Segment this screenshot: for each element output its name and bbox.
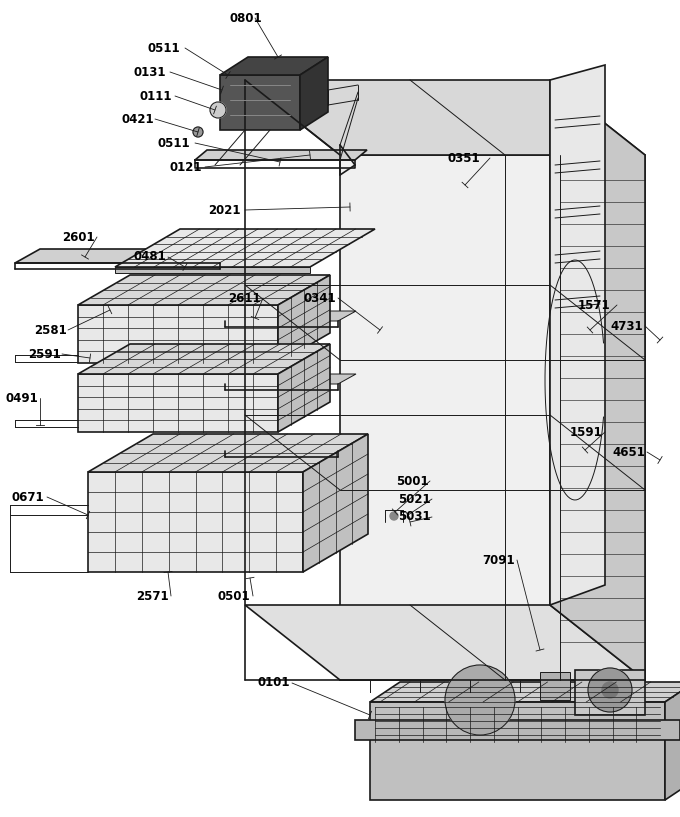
Polygon shape [225, 311, 356, 321]
Polygon shape [540, 672, 570, 700]
Polygon shape [78, 275, 330, 305]
Polygon shape [220, 75, 300, 130]
Text: 5001: 5001 [396, 475, 428, 488]
Text: 4651: 4651 [612, 445, 645, 458]
Polygon shape [370, 702, 665, 800]
Text: 0801: 0801 [230, 11, 262, 25]
Text: 4731: 4731 [610, 319, 643, 333]
Text: 5031: 5031 [398, 511, 430, 524]
Polygon shape [225, 374, 356, 384]
Polygon shape [115, 267, 310, 273]
Polygon shape [550, 65, 605, 605]
Circle shape [390, 512, 398, 520]
Text: 7091: 7091 [482, 553, 515, 566]
Text: 0671: 0671 [12, 490, 45, 503]
Polygon shape [78, 344, 330, 374]
Text: 0481: 0481 [133, 251, 166, 264]
Polygon shape [300, 57, 328, 130]
Text: 2021: 2021 [208, 203, 241, 217]
Polygon shape [370, 682, 680, 702]
Text: 1571: 1571 [578, 298, 611, 311]
Polygon shape [88, 434, 368, 472]
Polygon shape [245, 80, 645, 155]
Text: 0111: 0111 [140, 90, 173, 102]
Polygon shape [220, 57, 328, 75]
Text: 2571: 2571 [136, 590, 169, 602]
Text: 0121: 0121 [170, 160, 203, 173]
Circle shape [193, 127, 203, 137]
Text: 2581: 2581 [34, 324, 67, 337]
Polygon shape [115, 229, 375, 267]
Polygon shape [665, 682, 680, 800]
Text: 0501: 0501 [218, 590, 251, 602]
Text: 0421: 0421 [122, 113, 154, 126]
Circle shape [602, 682, 618, 698]
Polygon shape [78, 305, 278, 363]
Circle shape [210, 102, 226, 118]
Text: 2601: 2601 [62, 230, 95, 243]
Text: 2611: 2611 [228, 292, 260, 305]
Circle shape [588, 668, 632, 712]
Text: 2591: 2591 [28, 347, 61, 360]
Circle shape [445, 665, 515, 735]
Polygon shape [355, 720, 680, 740]
Polygon shape [303, 434, 368, 572]
Text: 0131: 0131 [133, 65, 165, 78]
Polygon shape [78, 374, 278, 432]
Text: 0511: 0511 [148, 42, 181, 55]
Text: 5021: 5021 [398, 493, 430, 506]
Text: 0341: 0341 [303, 292, 336, 305]
Polygon shape [245, 605, 645, 680]
Text: 0101: 0101 [257, 676, 290, 690]
Text: 1591: 1591 [570, 426, 602, 439]
Polygon shape [195, 150, 367, 160]
Polygon shape [340, 155, 645, 680]
Polygon shape [88, 472, 303, 572]
Polygon shape [278, 344, 330, 432]
Text: 0351: 0351 [447, 151, 479, 164]
Polygon shape [550, 80, 645, 680]
Polygon shape [278, 275, 330, 363]
Polygon shape [15, 249, 245, 263]
Polygon shape [575, 670, 645, 715]
Text: 0511: 0511 [158, 136, 190, 150]
Text: 0491: 0491 [5, 391, 38, 404]
Polygon shape [225, 441, 356, 451]
